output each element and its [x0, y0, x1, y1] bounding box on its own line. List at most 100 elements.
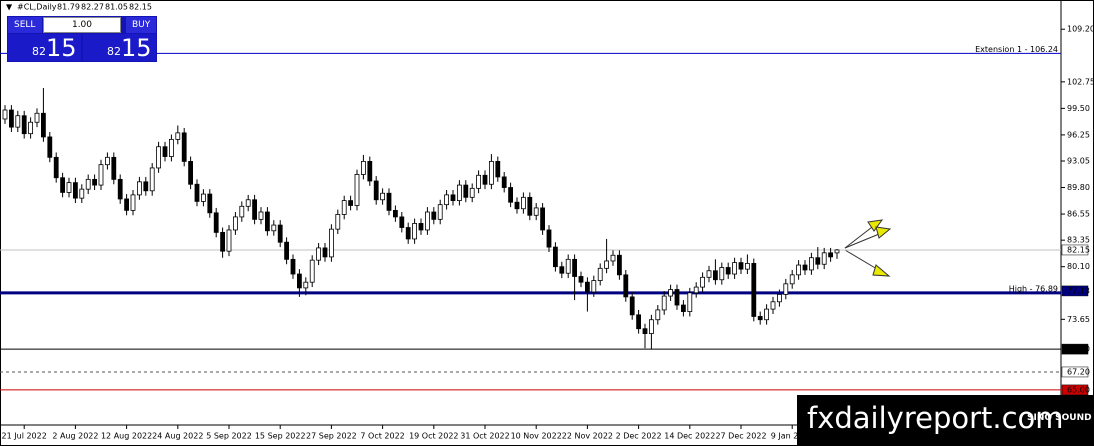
candle-body — [181, 132, 187, 162]
candle-body — [501, 176, 507, 188]
candle-body — [271, 224, 277, 232]
buy-price[interactable]: 82 15 — [83, 34, 156, 62]
candle-body — [239, 205, 245, 218]
candle-body — [693, 286, 699, 294]
candle-body — [105, 156, 110, 166]
candle-body — [482, 174, 488, 185]
trade-panel: SELL 1.00 BUY 82 15 82 15 — [7, 16, 157, 62]
y-tick-label: 73.65 — [1067, 315, 1090, 324]
candle-body — [341, 200, 347, 215]
candle-body — [168, 138, 174, 157]
candle-body — [725, 267, 731, 275]
candle-body — [117, 178, 123, 200]
candle-body — [28, 121, 34, 135]
x-tick-label: 7 Oct 2022 — [360, 432, 404, 441]
x-tick-label: 12 Aug 2022 — [101, 432, 152, 441]
x-tick-label: 19 Oct 2022 — [409, 432, 458, 441]
candle-body — [834, 249, 840, 254]
candle-body — [514, 201, 520, 210]
price-tag-label: 70.00 — [1067, 345, 1090, 354]
y-tick-label: 89.80 — [1067, 183, 1090, 192]
candle-body — [8, 109, 14, 128]
candle-body — [360, 161, 366, 175]
x-tick-label: 15 Sep 2022 — [255, 432, 306, 441]
candle-body — [79, 188, 85, 199]
candle-body — [437, 204, 443, 220]
candle-body — [21, 115, 27, 135]
x-tick-label: 2 Dec 2022 — [616, 432, 662, 441]
logo-brand: SINO SOUND — [1027, 413, 1092, 423]
candle-body — [629, 296, 635, 316]
x-tick-label: 5 Sep 2022 — [206, 432, 252, 441]
price-tag — [1061, 343, 1089, 355]
price-tag-label: 77.13 — [1067, 286, 1090, 295]
candle-body — [559, 266, 565, 274]
candle-body — [92, 178, 97, 186]
candle-body — [700, 276, 705, 288]
candle-body — [73, 182, 78, 199]
arrows — [844, 219, 892, 277]
chart-title: #CL,Daily — [17, 3, 57, 12]
x-tick-label: 22 Nov 2022 — [562, 432, 613, 441]
candle-body — [15, 115, 21, 128]
candle-body — [809, 257, 814, 271]
lot-input[interactable]: 1.00 — [43, 17, 121, 33]
candle-body — [354, 174, 360, 206]
price-tag — [1061, 244, 1089, 256]
buy-button[interactable]: BUY — [126, 17, 156, 33]
candle-body — [290, 258, 296, 275]
candle-body — [655, 309, 661, 321]
candle-body — [732, 262, 737, 275]
candle-body — [277, 224, 283, 243]
candle-body — [367, 161, 373, 182]
candle-body — [450, 194, 456, 201]
sell-button[interactable]: SELL — [8, 17, 42, 33]
candle-body — [405, 227, 411, 240]
x-tick-label: 31 Oct 2022 — [460, 432, 509, 441]
sell-price[interactable]: 82 15 — [8, 34, 81, 62]
header-close: 82.15 — [129, 3, 152, 12]
candle-body — [335, 214, 341, 230]
candle-body — [130, 194, 136, 211]
candle-body — [386, 192, 392, 211]
candle-body — [546, 229, 552, 248]
candle-body — [815, 257, 821, 265]
candle-body — [264, 211, 270, 232]
x-tick-label: 24 Aug 2022 — [152, 432, 203, 441]
candle-body — [636, 314, 641, 330]
candle-body — [757, 316, 763, 321]
candle-body — [745, 263, 750, 270]
candle-body — [136, 181, 142, 196]
candle-body — [585, 281, 590, 293]
candle-body — [789, 274, 795, 285]
candle-body — [226, 229, 232, 252]
logo: fxdailyreport.com SINO SOUND — [797, 395, 1094, 446]
candle-body — [149, 167, 155, 192]
header-open: 81.79 — [57, 3, 80, 12]
candle-body — [200, 193, 206, 202]
price-tag — [1061, 285, 1089, 297]
candle-body — [463, 184, 469, 198]
candle-body — [424, 211, 430, 231]
candle-body — [156, 146, 162, 169]
candle-body — [85, 178, 91, 190]
candle-body — [316, 247, 322, 261]
y-tick-label: 102.75 — [1067, 77, 1094, 86]
logo-text: fxdailyreport.com — [807, 401, 1064, 435]
x-tick-label: 2 Aug 2022 — [52, 432, 98, 441]
candle-body — [495, 161, 501, 178]
candle-body — [533, 207, 539, 216]
candle-body — [66, 182, 72, 193]
candle-body — [303, 281, 309, 289]
y-tick-label: 109.20 — [1067, 25, 1094, 34]
candle-body — [617, 254, 622, 276]
candle-body — [738, 262, 744, 270]
candle-body — [322, 247, 328, 258]
candle-body — [162, 146, 168, 157]
y-tick-label: 96.25 — [1067, 130, 1090, 139]
candle-body — [188, 161, 194, 185]
candle-body — [412, 223, 418, 240]
candle-body — [578, 276, 584, 283]
menu-arrow[interactable]: ▼ — [6, 3, 13, 12]
